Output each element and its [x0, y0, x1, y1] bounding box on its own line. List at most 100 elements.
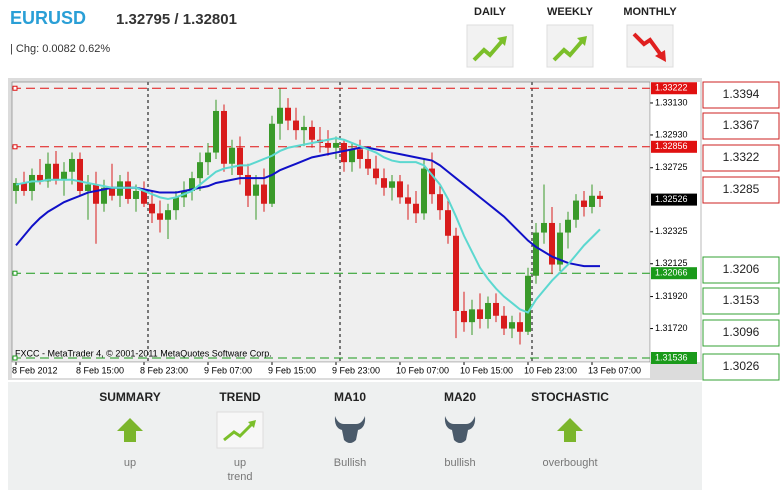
candle-body	[421, 168, 427, 214]
support-box	[702, 353, 780, 381]
candle-body	[197, 162, 203, 179]
level-marker	[12, 144, 18, 150]
candle-body	[445, 210, 451, 236]
level-marker	[12, 355, 18, 361]
x-tick-label: 10 Feb 15:00	[460, 365, 513, 375]
candle-body	[173, 197, 179, 211]
y-tick-label: 1.32125	[655, 258, 688, 268]
candle-body	[157, 213, 163, 220]
level-label: 1.32066	[655, 268, 688, 278]
candle-body	[221, 110, 227, 164]
level-box	[651, 267, 697, 280]
x-tick-label: 8 Feb 2012	[12, 365, 58, 375]
candle-body	[333, 142, 339, 148]
candle-body	[429, 168, 435, 195]
up-icon	[557, 418, 583, 442]
up-arrow-head	[497, 36, 507, 46]
bull-icon	[444, 416, 476, 443]
candle-body	[533, 232, 539, 276]
y-tick-label: 1.31720	[655, 323, 688, 333]
level-box	[651, 352, 697, 364]
candle-body	[517, 322, 523, 332]
candle-body	[309, 126, 315, 140]
summary-signal: trend	[227, 471, 252, 483]
candle-body	[589, 195, 595, 207]
level-label: 1.32856	[655, 141, 688, 151]
summary-icons	[117, 411, 583, 449]
candle-body	[405, 197, 411, 204]
candle-body	[573, 200, 579, 220]
summary-title: MA10	[334, 390, 366, 404]
candle-body	[109, 187, 115, 196]
candle-body	[301, 126, 307, 131]
candle-body	[21, 182, 27, 191]
candle-body	[29, 174, 35, 191]
resistance-box	[702, 144, 780, 172]
candle-body	[61, 171, 67, 180]
candle-body	[53, 163, 59, 180]
resistance-box	[702, 81, 780, 109]
level-label: 1.31536	[655, 352, 688, 362]
trend-icon	[223, 422, 254, 442]
trend-icon-head	[248, 420, 256, 428]
candle-body	[477, 309, 483, 319]
summary-signal: up	[234, 457, 246, 469]
trend-icon-box	[216, 411, 264, 449]
level-marker	[12, 270, 18, 276]
candle-body	[253, 184, 259, 196]
watermark: FXCC - MetaTrader 4, © 2001-2011 MetaQuo…	[15, 348, 272, 358]
x-tick-label: 10 Feb 07:00	[396, 365, 449, 375]
plot-area	[11, 81, 651, 363]
summary-title: MA20	[444, 390, 476, 404]
icon-box	[626, 24, 674, 68]
icon-box	[546, 24, 594, 68]
icon-box	[466, 24, 514, 68]
plot-border	[11, 81, 651, 363]
level-label: 1.32526	[655, 194, 688, 204]
candle-body	[165, 210, 171, 220]
candle-body	[413, 203, 419, 214]
period-label: MONTHLY	[623, 6, 677, 18]
candle-body	[381, 178, 387, 188]
candle-body	[493, 302, 499, 316]
candle-body	[557, 232, 563, 265]
candle-body	[213, 110, 219, 153]
candle-body	[341, 142, 347, 163]
candle-body	[189, 178, 195, 191]
candle-body	[77, 158, 83, 191]
candle-body	[149, 203, 155, 214]
support-box	[702, 319, 780, 347]
candle-body	[437, 194, 443, 211]
up-arrow	[472, 38, 505, 62]
candle-body	[581, 200, 587, 207]
period-label: DAILY	[474, 6, 507, 18]
level-box	[651, 82, 697, 95]
candle-body	[141, 190, 147, 204]
candle-body	[549, 222, 555, 265]
resistance-value: 1.3285	[723, 182, 760, 196]
candle-body	[373, 168, 379, 179]
down-arrow-head	[655, 50, 666, 62]
summary-title: SUMMARY	[99, 390, 161, 404]
y-tick-label: 1.32325	[655, 226, 688, 236]
up-arrow-head	[577, 36, 587, 46]
candle-body	[525, 275, 531, 332]
resistance-value: 1.3322	[723, 150, 760, 164]
summary-title: TREND	[219, 390, 261, 404]
candle-body	[469, 309, 475, 323]
candle-body	[205, 152, 211, 163]
support-box	[702, 256, 780, 284]
bull-icon	[334, 416, 366, 443]
x-tick-label: 9 Feb 07:00	[204, 365, 252, 375]
x-tick-label: 9 Feb 15:00	[268, 365, 316, 375]
candle-body	[125, 181, 131, 199]
candle-body	[37, 174, 43, 182]
symbol: EURUSD	[10, 8, 86, 28]
candle-body	[45, 163, 51, 182]
support-value: 1.3096	[723, 325, 760, 339]
candle-body	[325, 142, 331, 148]
level-box	[651, 140, 697, 153]
up-icon	[117, 418, 143, 442]
candle-body	[293, 120, 299, 131]
